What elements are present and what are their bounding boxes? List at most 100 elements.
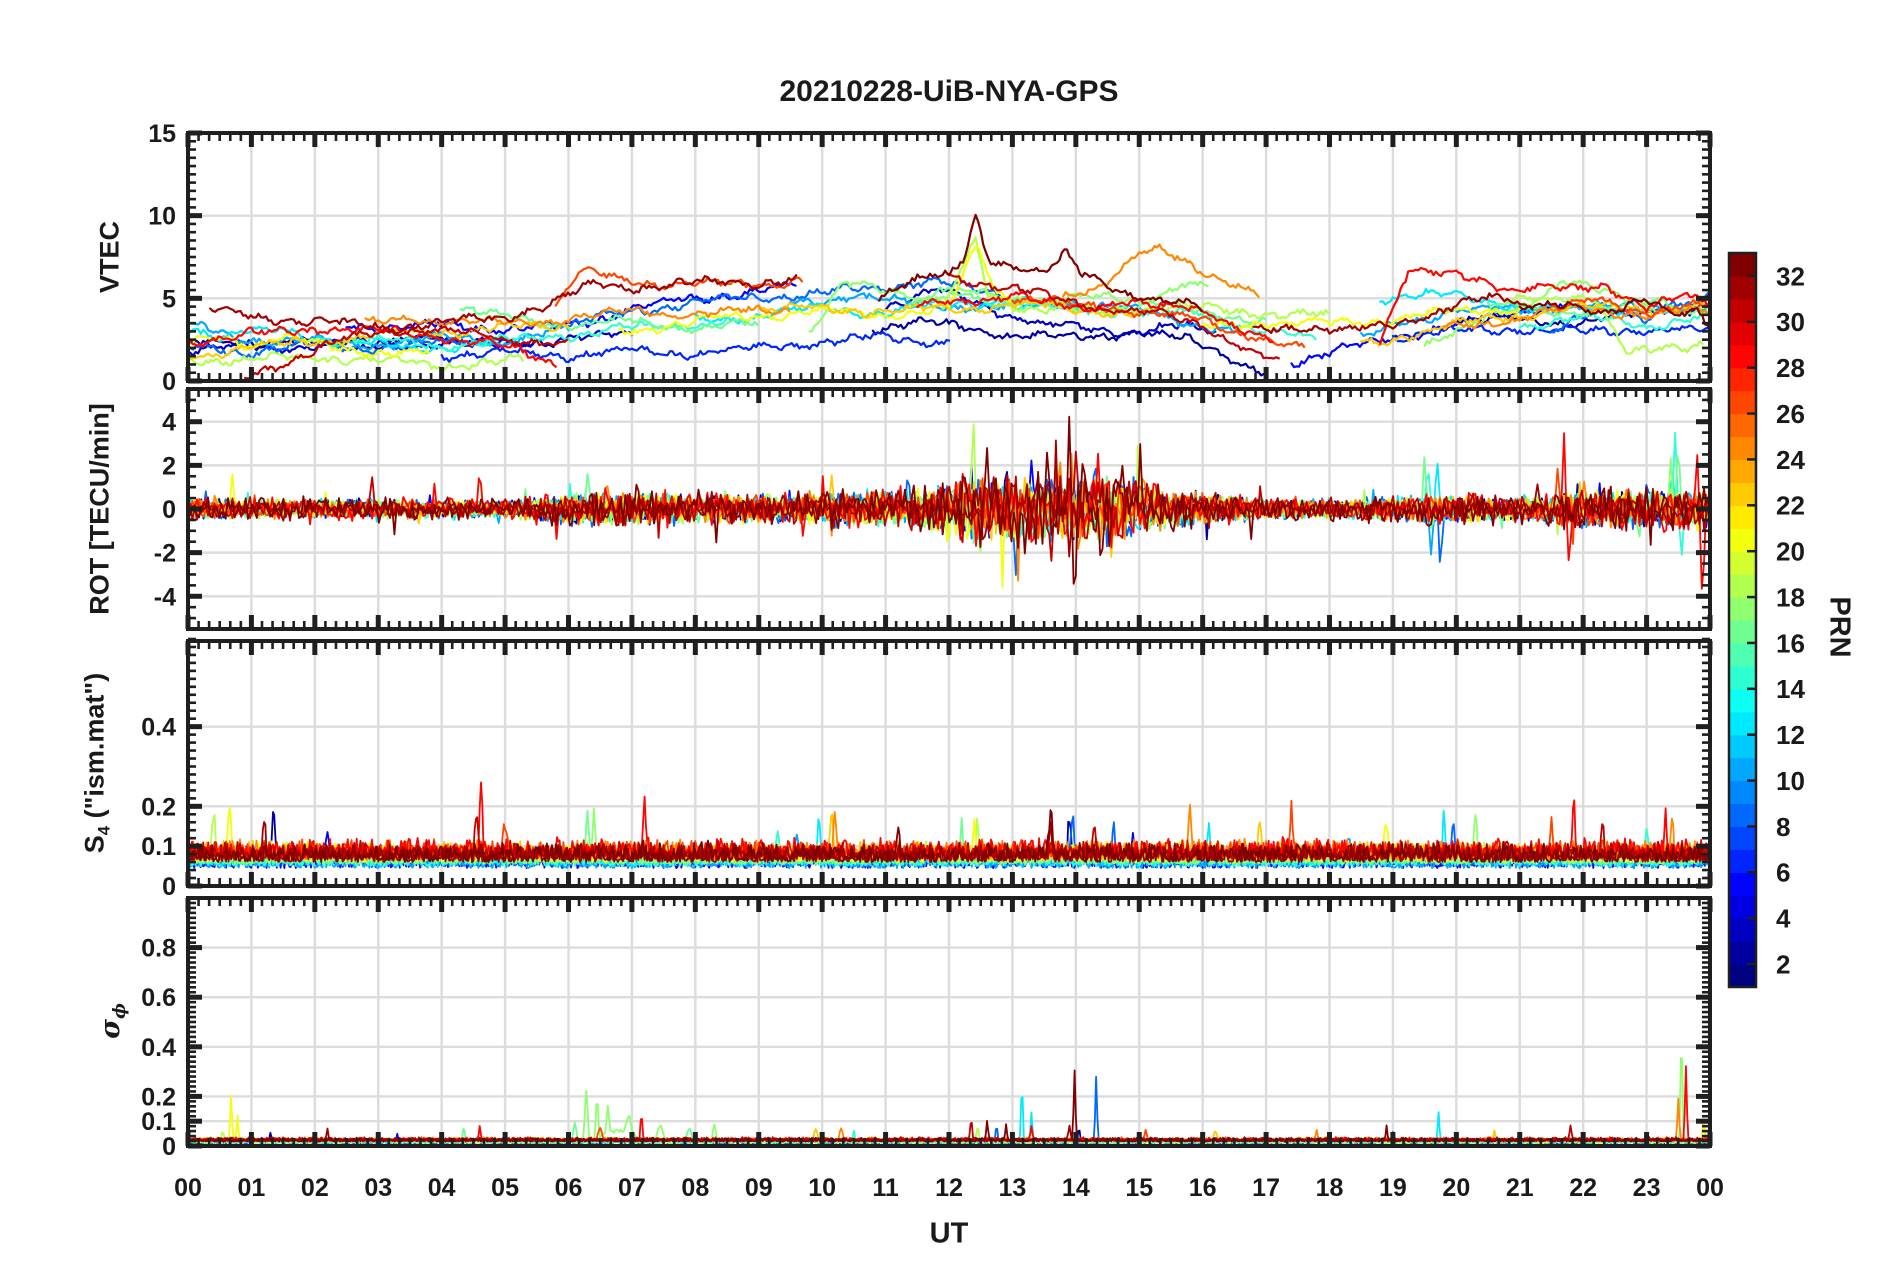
x-tick-label: 22 — [1569, 1174, 1597, 1202]
x-tick-label: 23 — [1633, 1174, 1661, 1202]
colorbar-block — [1729, 344, 1756, 369]
data-series — [189, 213, 1709, 380]
panel-VTEC: 0 5 10 15 — [148, 120, 1713, 396]
x-tick-label: 10 — [808, 1174, 836, 1202]
y-axis-label-sigma-main: σ — [94, 1018, 126, 1039]
colorbar-tick-label: 28 — [1776, 353, 1805, 383]
x-tick-label: 21 — [1506, 1174, 1534, 1202]
series-prn-10 — [189, 321, 570, 352]
x-tick-label: 11 — [872, 1174, 899, 1202]
series-prn-30 — [244, 325, 569, 380]
colorbar-block — [1729, 872, 1756, 896]
series-prn-32 — [189, 809, 1709, 863]
colorbar-block — [1729, 780, 1756, 805]
y-tick-labels: 0 5 10 15 — [148, 120, 176, 396]
colorbar-block — [1729, 574, 1756, 598]
series-prn-24 — [364, 304, 791, 329]
x-tick-label: 02 — [301, 1174, 329, 1202]
x-tick-label: 14 — [1062, 1174, 1090, 1202]
x-tick-label: 16 — [1189, 1174, 1217, 1202]
colorbar-tick-label: 6 — [1776, 858, 1790, 888]
x-tick-label: 13 — [999, 1174, 1027, 1202]
x-axis-label: UT — [929, 1217, 969, 1250]
series-prn-18 — [189, 351, 524, 373]
colorbar-block — [1729, 528, 1756, 552]
y-tick-label: 0.4 — [141, 714, 176, 742]
series-prn-31 — [1252, 292, 1534, 335]
x-tick-label: 20 — [1442, 1174, 1470, 1202]
series-prn-30 — [947, 274, 1280, 360]
series-prn-20 — [1201, 305, 1521, 331]
x-tick-label: 07 — [618, 1174, 646, 1202]
x-tick-label: 01 — [238, 1174, 266, 1202]
series-prn-31 — [209, 274, 798, 335]
y-tick-label: 0.6 — [141, 984, 176, 1012]
colorbar-tick-label: 20 — [1776, 537, 1805, 567]
x-tick-label: 18 — [1316, 1174, 1344, 1202]
series-prn-24 — [1062, 243, 1260, 298]
axis-ticks — [185, 896, 1713, 1149]
series-prn-22 — [1360, 300, 1709, 347]
y-axis-label-sigma-sub: ϕ — [109, 1003, 130, 1019]
series-prn-20 — [189, 332, 431, 359]
colorbar-tick-label: 4 — [1776, 904, 1791, 934]
colorbar-block — [1729, 321, 1756, 346]
series-prn-32 — [878, 213, 1203, 312]
colorbar-block — [1729, 275, 1756, 300]
colorbar-block — [1729, 298, 1756, 323]
x-tick-label: 00 — [1696, 1174, 1724, 1202]
y-tick-label: 0.1 — [141, 1108, 176, 1136]
x-tick-label: 05 — [491, 1174, 519, 1202]
colorbar-block — [1729, 826, 1756, 850]
colorbar-label: PRN — [1823, 596, 1856, 658]
panel-ROT: -4 -2 0 2 4 — [154, 387, 1713, 631]
colorbar-block — [1729, 620, 1756, 644]
series-prn-26 — [1550, 296, 1709, 318]
y-tick-label: -2 — [154, 540, 176, 568]
colorbar-tick-label: 18 — [1776, 582, 1805, 612]
y-tick-label: 0 — [162, 368, 176, 396]
series-prn-26 — [554, 266, 804, 307]
colorbar-block — [1729, 367, 1756, 392]
series-prn-32 — [189, 415, 1709, 585]
colorbar-tick-label: 24 — [1776, 445, 1805, 475]
x-tick-label: 09 — [745, 1174, 773, 1202]
colorbar-block — [1729, 711, 1756, 736]
y-axis-label-vtec: VTEC — [95, 221, 126, 293]
panel-S4: 0 0.1 0.2 0.4 — [141, 637, 1713, 901]
y-axis-label-sigma-phi: σϕ — [95, 1003, 129, 1039]
series-prn-28 — [1379, 266, 1709, 345]
colorbar-block — [1729, 849, 1756, 873]
x-tick-label: 00 — [174, 1174, 202, 1202]
colorbar-tick-label: 14 — [1776, 674, 1805, 704]
colorbar-tick-label: 22 — [1776, 491, 1805, 521]
y-tick-label: 0.4 — [141, 1034, 176, 1062]
colorbar-tick-label: 32 — [1776, 261, 1805, 291]
x-tick-label: 04 — [428, 1174, 456, 1202]
series-prn-18 — [1505, 293, 1704, 355]
x-tick-label: 15 — [1125, 1174, 1153, 1202]
colorbar-tick-label: 26 — [1776, 399, 1805, 429]
series-prn-28 — [189, 432, 1709, 590]
y-tick-label: 5 — [162, 285, 176, 313]
colorbar-block — [1729, 436, 1756, 461]
colorbar-block — [1729, 941, 1756, 965]
data-series — [189, 415, 1709, 590]
colorbar-ticks — [1747, 274, 1756, 966]
y-tick-label: 0.2 — [141, 793, 176, 821]
y-axis-label-s4: S4 ("ism.mat") — [79, 673, 114, 853]
y-tick-label: 0.2 — [141, 1083, 176, 1111]
panel-sigma-phi: 00.10.2 0.4 0.6 0.8 — [141, 896, 1713, 1161]
y-tick-labels: 00.10.2 0.4 0.6 0.8 — [141, 935, 176, 1161]
colorbar-block — [1729, 688, 1756, 713]
colorbar-block — [1729, 895, 1756, 919]
y-tick-label: 15 — [148, 120, 176, 148]
colorbar-tick-label: 10 — [1776, 766, 1805, 796]
series-prn-20 — [618, 244, 1014, 336]
y-tick-label: 0.1 — [141, 833, 176, 861]
colorbar-tick-label: 16 — [1776, 628, 1805, 658]
colorbar-block — [1729, 597, 1756, 621]
y-tick-label: 0 — [162, 496, 176, 524]
y-tick-labels: -4 -2 0 2 4 — [154, 409, 176, 612]
x-tick-label: 06 — [555, 1174, 583, 1202]
